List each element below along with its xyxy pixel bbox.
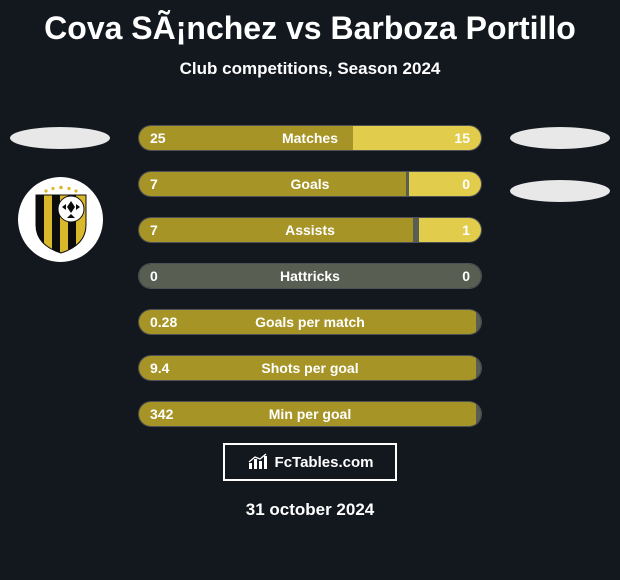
stat-row: 70Goals xyxy=(139,172,481,196)
stats-bars-container: 2515Matches 70Goals 71Assists 00Hattricks 0.… xyxy=(139,126,481,448)
stat-row: 342Min per goal xyxy=(139,402,481,426)
stat-label: Shots per goal xyxy=(139,356,481,380)
player2-logo-placeholder-1 xyxy=(510,127,610,149)
player1-logo-placeholder xyxy=(10,127,110,149)
page-root: Cova SÃ¡nchez vs Barboza Portillo Club c… xyxy=(0,0,620,580)
stat-row: 00Hattricks xyxy=(139,264,481,288)
page-title: Cova SÃ¡nchez vs Barboza Portillo xyxy=(0,0,620,47)
stat-label: Min per goal xyxy=(139,402,481,426)
stat-row: 2515Matches xyxy=(139,126,481,150)
brand-chart-icon xyxy=(247,453,269,471)
stat-label: Matches xyxy=(139,126,481,150)
stat-label: Goals xyxy=(139,172,481,196)
player2-logo-placeholder-2 xyxy=(510,180,610,202)
club-badge-icon xyxy=(26,185,96,255)
stat-label: Assists xyxy=(139,218,481,242)
stat-label: Hattricks xyxy=(139,264,481,288)
page-subtitle: Club competitions, Season 2024 xyxy=(0,59,620,79)
stat-row: 0.28Goals per match xyxy=(139,310,481,334)
footer-date: 31 october 2024 xyxy=(0,500,620,520)
stat-label: Goals per match xyxy=(139,310,481,334)
brand-badge: FcTables.com xyxy=(223,443,397,481)
brand-label: FcTables.com xyxy=(275,454,374,471)
club-badge xyxy=(18,177,103,262)
stat-row: 71Assists xyxy=(139,218,481,242)
stat-row: 9.4Shots per goal xyxy=(139,356,481,380)
